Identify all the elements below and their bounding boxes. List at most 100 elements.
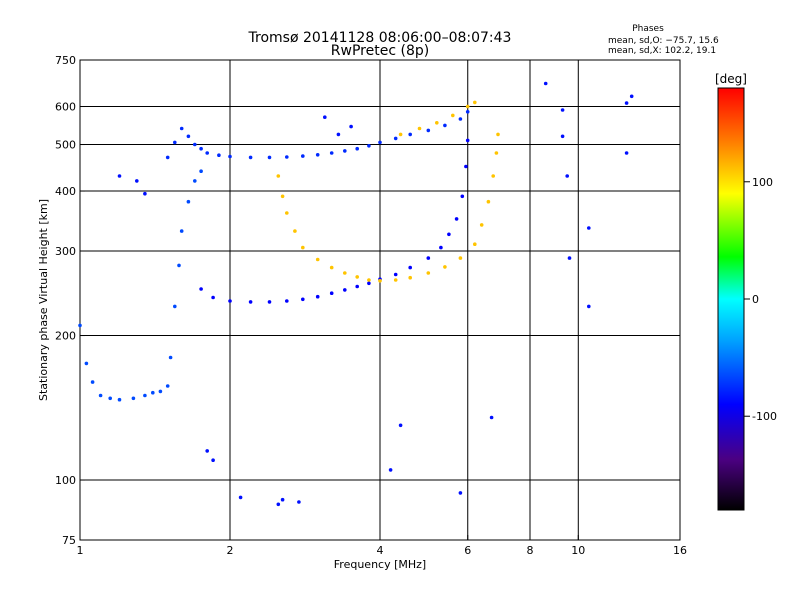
data-point <box>329 265 334 270</box>
x-axis-label: Frequency [MHz] <box>334 558 426 571</box>
data-point <box>267 300 272 304</box>
series-5 <box>117 81 634 507</box>
data-point <box>285 211 289 215</box>
colorbar-label: [deg] <box>715 72 747 86</box>
data-point <box>301 154 305 158</box>
data-point <box>443 265 447 269</box>
data-point <box>90 380 95 384</box>
data-point <box>135 179 139 183</box>
data-point <box>165 155 170 160</box>
data-point <box>417 126 422 131</box>
series-4 <box>78 169 203 402</box>
data-point <box>355 146 360 151</box>
colorbar-tick-label: 0 <box>752 293 759 306</box>
data-point <box>378 279 382 283</box>
data-point <box>173 140 177 145</box>
data-point <box>496 132 500 137</box>
data-point <box>473 242 477 246</box>
chart-subtitle: RwPretec (8p) <box>331 43 429 59</box>
data-point <box>426 271 431 275</box>
colorbar-ticks: 100 0 -100 <box>744 176 777 423</box>
chart-title: Tromsø 20141128 08:06:00–08:07:43 <box>248 30 512 46</box>
y-tick-label: 500 <box>55 139 76 152</box>
data-point <box>565 174 569 178</box>
data-point <box>211 458 215 463</box>
data-point <box>367 144 371 148</box>
y-axis-ticks: 75 100 200 300 400 500 600 750 <box>55 54 85 547</box>
data-point <box>454 217 459 221</box>
data-point <box>393 278 398 282</box>
data-point <box>398 132 403 137</box>
data-point <box>329 291 334 296</box>
y-tick-label: 750 <box>55 54 76 67</box>
data-point <box>217 153 221 157</box>
data-point <box>458 117 463 121</box>
data-point <box>315 153 320 157</box>
data-point <box>435 121 439 125</box>
data-points <box>78 81 634 507</box>
data-point <box>355 275 360 279</box>
data-point <box>285 155 289 159</box>
data-point <box>329 151 334 155</box>
x-tick-label: 10 <box>571 544 585 557</box>
data-point <box>248 300 253 304</box>
data-point <box>560 134 565 139</box>
colorbar-tick-label: 100 <box>752 176 773 189</box>
data-point <box>84 361 89 366</box>
data-point <box>173 304 177 309</box>
y-tick-label: 75 <box>62 534 76 547</box>
data-point <box>393 136 398 141</box>
data-point <box>486 199 491 204</box>
data-point <box>587 304 591 309</box>
data-point <box>343 288 347 292</box>
data-point <box>117 397 122 402</box>
data-point <box>193 142 197 147</box>
data-point <box>567 256 572 260</box>
data-point <box>293 229 297 233</box>
data-point <box>186 199 191 204</box>
series-3 <box>398 100 477 137</box>
data-point <box>205 151 209 155</box>
data-point <box>398 423 403 428</box>
data-point <box>248 155 253 160</box>
data-point <box>458 491 463 495</box>
data-point <box>465 138 470 143</box>
x-tick-label: 8 <box>527 544 534 557</box>
data-point <box>491 174 496 178</box>
data-point <box>465 110 470 114</box>
data-point <box>151 390 155 395</box>
data-point <box>587 226 591 230</box>
data-point <box>343 271 347 275</box>
data-point <box>315 257 320 262</box>
y-tick-label: 200 <box>55 330 76 343</box>
y-axis-label: Stationary phase Virtual Height [km] <box>37 199 50 401</box>
series-1 <box>199 138 470 304</box>
data-point <box>78 323 82 328</box>
data-point <box>426 256 431 260</box>
data-point <box>560 108 565 112</box>
data-point <box>301 297 305 302</box>
series-2 <box>276 132 500 283</box>
data-point <box>199 169 203 173</box>
data-point <box>624 151 629 155</box>
data-point <box>276 502 281 507</box>
data-point <box>367 278 371 282</box>
data-point <box>301 245 305 250</box>
data-point <box>179 229 184 233</box>
y-tick-label: 100 <box>55 474 76 487</box>
colorbar-tick-label: -100 <box>752 410 777 423</box>
data-point <box>315 294 320 299</box>
data-point <box>98 393 103 398</box>
data-point <box>228 299 232 303</box>
data-point <box>465 104 470 109</box>
data-point <box>408 265 413 270</box>
data-point <box>168 355 173 360</box>
data-point <box>439 245 443 250</box>
data-point <box>267 155 272 160</box>
data-point <box>280 497 285 502</box>
data-point <box>343 149 347 153</box>
series-0 <box>165 110 470 160</box>
data-point <box>143 393 147 398</box>
data-point <box>238 495 243 500</box>
data-point <box>228 154 232 159</box>
